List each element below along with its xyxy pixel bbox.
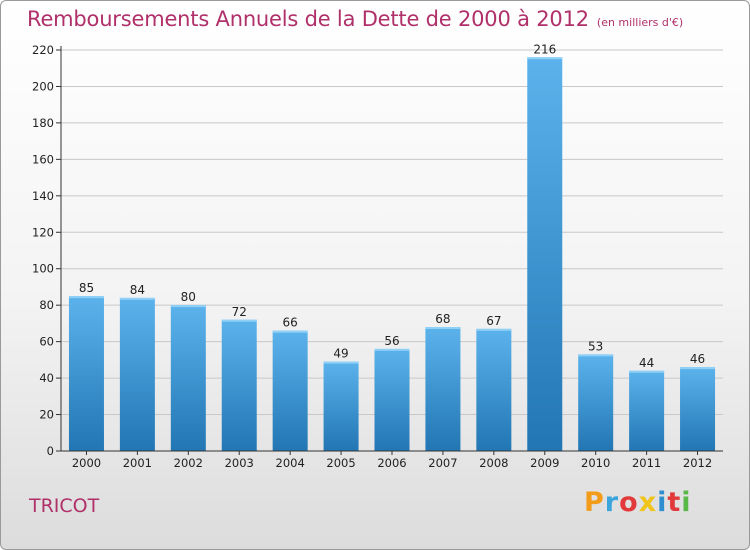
bar xyxy=(68,296,104,451)
bar xyxy=(680,367,716,451)
bar-value-label: 46 xyxy=(690,352,705,366)
bar-value-label: 66 xyxy=(283,316,298,330)
bar xyxy=(425,327,461,451)
x-tick-label: 2006 xyxy=(377,456,406,470)
y-tick-label: 160 xyxy=(32,152,54,166)
bar xyxy=(119,297,155,451)
logo-letter: x xyxy=(638,487,658,518)
x-tick-label: 2007 xyxy=(428,456,457,470)
logo-letter: i xyxy=(681,487,692,518)
x-tick-label: 2012 xyxy=(683,456,712,470)
x-tick-label: 2001 xyxy=(123,456,152,470)
logo-letter: P xyxy=(584,487,605,518)
bar-value-label: 53 xyxy=(588,339,603,353)
title-main: Remboursements Annuels de la Dette de 20… xyxy=(27,7,589,31)
bar-value-label: 216 xyxy=(533,42,556,56)
y-tick-label: 20 xyxy=(39,408,54,422)
y-tick-label: 100 xyxy=(32,262,54,276)
bar-value-label: 44 xyxy=(639,356,654,370)
bars xyxy=(68,57,716,452)
bar xyxy=(629,370,665,451)
bar xyxy=(374,348,410,451)
bar xyxy=(272,330,308,451)
commune-name: TRICOT xyxy=(29,495,100,517)
y-tick-label: 200 xyxy=(32,79,54,93)
bar-value-label: 72 xyxy=(232,305,247,319)
logo-letter: i xyxy=(657,487,668,518)
x-tick-label: 2008 xyxy=(479,456,508,470)
x-tick-label: 2010 xyxy=(581,456,610,470)
y-tick-label: 40 xyxy=(39,371,54,385)
logo-letter: r xyxy=(604,487,620,518)
chart-title: Remboursements Annuels de la Dette de 20… xyxy=(27,7,683,31)
x-tick-label: 2011 xyxy=(632,456,661,470)
bar-value-label: 84 xyxy=(130,283,145,297)
x-tick-label: 2005 xyxy=(326,456,355,470)
bar-value-label: 49 xyxy=(333,347,348,361)
x-tick-label: 2004 xyxy=(276,456,305,470)
y-tick-label: 80 xyxy=(39,298,54,312)
x-tick-label: 2003 xyxy=(225,456,254,470)
bar-value-label: 56 xyxy=(384,334,399,348)
bar-value-label: 85 xyxy=(79,281,94,295)
x-tick-label: 2002 xyxy=(174,456,203,470)
x-tick-label: 2000 xyxy=(72,456,101,470)
proxiti-logo: Proxiti xyxy=(584,487,692,518)
y-tick-label: 220 xyxy=(32,43,54,57)
bar xyxy=(578,354,614,451)
y-tick-label: 0 xyxy=(47,444,54,458)
y-tick-label: 140 xyxy=(32,189,54,203)
logo-letter: o xyxy=(619,487,639,518)
x-tick-label: 2009 xyxy=(530,456,559,470)
y-tick-label: 180 xyxy=(32,116,54,130)
y-tick-label: 120 xyxy=(32,225,54,239)
bar xyxy=(323,361,359,451)
bar-value-label: 68 xyxy=(435,312,450,326)
axes: 0 20 40 60 80 100 120 140 160 180 200 220 85 2000 84 20… xyxy=(32,42,723,470)
bar xyxy=(527,57,563,452)
y-tick-label: 60 xyxy=(39,335,54,349)
bar xyxy=(221,319,257,451)
bar-value-label: 67 xyxy=(486,314,501,328)
logo-letter: t xyxy=(667,487,682,518)
bar xyxy=(476,328,512,451)
title-unit: (en milliers d'€) xyxy=(596,16,684,29)
bar xyxy=(170,305,206,451)
bar-value-label: 80 xyxy=(181,290,196,304)
